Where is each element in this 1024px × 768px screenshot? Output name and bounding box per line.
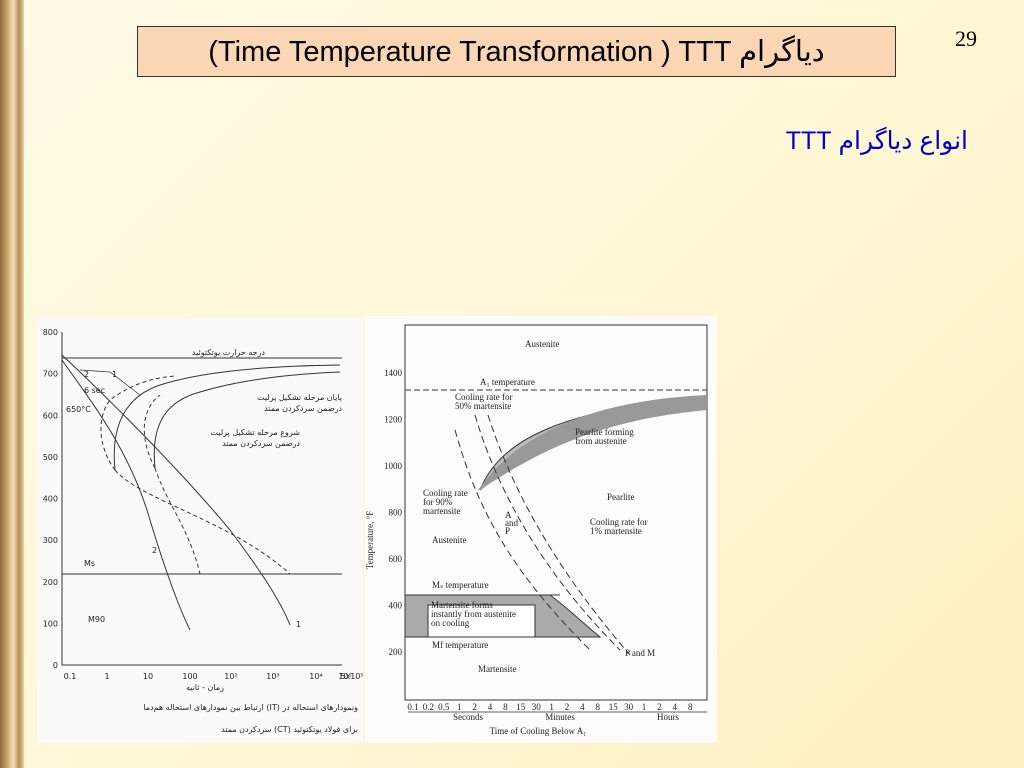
y-tick-label: 500 (43, 453, 58, 462)
y-tick-label: 200 (389, 647, 403, 657)
y-axis-label: Temperature, °F (365, 511, 375, 569)
annotation: Martensite forms (431, 600, 493, 610)
y-tick-label: 800 (389, 508, 403, 518)
annotation: Pearlite (607, 492, 635, 502)
annotation: M90 (88, 615, 105, 624)
x-tick-label: 0.1 (407, 702, 418, 712)
y-tick-label: 1200 (384, 415, 403, 425)
y-tick-label: 400 (43, 495, 58, 504)
y-tick-label: 100 (43, 619, 58, 628)
annotation: پایان مرحله تشکیل پرلیت (257, 393, 342, 402)
annotation: for 90% (423, 497, 453, 507)
x-tick-label: 4 (580, 702, 585, 712)
x-tick-label: 4 (673, 702, 678, 712)
x-tick-label: 8 (688, 702, 693, 712)
x-tick-label: 5x10⁵ (340, 672, 363, 681)
annotation: P and M (625, 648, 655, 658)
unit-label: Seconds (453, 712, 483, 722)
annotation: on cooling (431, 618, 470, 628)
annotation: Cooling rate (423, 488, 468, 498)
curve-label: 2 (152, 546, 157, 555)
annotation: A₁ temperature (480, 377, 535, 387)
x-tick-label: 30 (532, 702, 542, 712)
y-tick-label: 600 (43, 411, 58, 420)
x-tick-label: 10⁴ (309, 672, 322, 681)
annotation: 6 sec (84, 386, 105, 395)
x-tick-label: 1 (642, 702, 647, 712)
x-tick-label: 10² (224, 672, 237, 681)
y-tick-label: 0 (53, 661, 58, 670)
subtitle: انواع دیاگرام TTT (785, 127, 968, 155)
x-tick-label: 100 (182, 672, 197, 681)
annotation: A (505, 510, 512, 520)
annotation: Austenite (525, 339, 560, 349)
slide-number: 29 (955, 26, 977, 51)
annotation: Pearlite forming (575, 427, 634, 437)
y-tick-label: 300 (43, 536, 58, 545)
x-tick-label: 1 (457, 702, 462, 712)
x-tick-label: 0.5 (438, 702, 450, 712)
annotation: Cooling rate for (590, 517, 648, 527)
y-tick-label: 700 (43, 370, 58, 379)
annotation: Austenite (432, 535, 467, 545)
annotation: درضمن سردکردن ممتد (222, 439, 300, 448)
unit-label: Hours (657, 712, 679, 722)
right-figure-lines (404, 324, 708, 713)
x-tick-label: 8 (596, 702, 601, 712)
curve-label: 1 (296, 620, 301, 629)
annotation: Mₛ temperature (432, 580, 489, 590)
annotation: 650°C (66, 405, 91, 414)
left-figure-bg (37, 318, 363, 743)
y-tick-label: 400 (389, 601, 403, 611)
y-tick-label: 800 (43, 328, 58, 337)
x-tick-label: 0.2 (423, 702, 434, 712)
x-tick-label: 10 (143, 672, 153, 681)
annotation: and (505, 518, 518, 528)
x-tick-label: 10⁵ (338, 672, 351, 681)
annotation: Martensite (478, 664, 517, 674)
x-tick-label: 4 (488, 702, 493, 712)
annotation: martensite (423, 506, 461, 516)
x-tick-label: 2 (565, 702, 570, 712)
right-figure-bg (365, 316, 717, 743)
x-tick-label: 8 (503, 702, 508, 712)
annotation: Cooling rate for (455, 392, 513, 402)
caption: ارتباط بین نمودارهای استحاله هم‌دما (IT)… (143, 703, 358, 712)
x-tick-label: 30 (624, 702, 634, 712)
unit-label: Minutes (545, 712, 575, 722)
annotation: instantly from austenite (431, 609, 516, 619)
x-tick-label: 2 (657, 702, 662, 712)
x-tick-label: 15 (516, 702, 526, 712)
annotation: شروع مرحله تشکیل پرلیت (210, 428, 300, 437)
annotation: 1% martensite (590, 526, 642, 536)
annotation: from austenite (575, 436, 627, 446)
annotation: درجه حرارت یوتکتوئید (192, 348, 266, 357)
annotation: درضمن سردکردن ممتد (264, 404, 342, 413)
x-tick-label: 10³ (266, 672, 279, 681)
x-axis-label: Time of Cooling Below A₁ (490, 726, 587, 736)
title: (Time Temperature Transformation ) TTT د… (137, 26, 896, 77)
annotation: 50% martensite (455, 401, 511, 411)
curve-label: 1 (112, 370, 117, 379)
caption: سردکردن ممتد (CT) برای فولاد یوتکتوئید (221, 725, 358, 734)
curve-label: 2 (84, 370, 89, 379)
x-tick-label: 0.1 (64, 672, 77, 681)
x-tick-label: 15 (609, 702, 619, 712)
x-tick-label: 2 (472, 702, 477, 712)
y-tick-label: 200 (43, 578, 58, 587)
x-tick-label: 1 (549, 702, 554, 712)
x-axis-label: زمان - ثانیه (186, 683, 224, 692)
left-figure-lines (61, 332, 342, 666)
y-tick-label: 1400 (384, 368, 403, 378)
y-tick-label: 1000 (384, 461, 403, 471)
annotation: Mf temperature (432, 640, 488, 650)
x-tick-label: 1 (104, 672, 109, 681)
side-bar (0, 0, 24, 768)
annotation: Ms (84, 559, 95, 568)
annotation: P (505, 526, 510, 536)
y-tick-label: 600 (389, 554, 403, 564)
